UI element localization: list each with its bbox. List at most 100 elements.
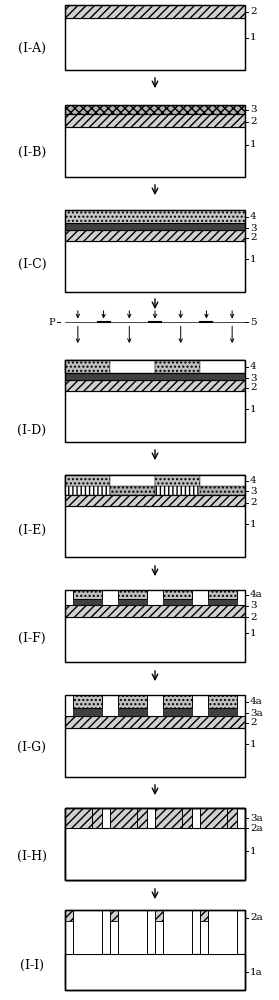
Bar <box>65 695 245 777</box>
Bar <box>65 210 245 223</box>
Bar <box>65 230 245 241</box>
Bar <box>163 695 192 708</box>
Bar <box>163 808 192 828</box>
Text: (I-G): (I-G) <box>18 740 47 754</box>
Bar <box>208 695 237 708</box>
Text: 1: 1 <box>250 847 257 856</box>
Bar <box>65 954 245 990</box>
Text: (I-F): (I-F) <box>18 632 46 645</box>
Text: (I-H): (I-H) <box>17 850 47 862</box>
Bar <box>65 223 245 230</box>
Bar <box>155 475 200 486</box>
Bar <box>155 808 182 828</box>
Bar <box>65 5 245 18</box>
Bar <box>208 808 237 828</box>
Bar <box>118 695 147 708</box>
Bar <box>65 18 245 70</box>
Text: (I-I): (I-I) <box>20 958 44 972</box>
Bar <box>118 708 147 716</box>
Bar <box>208 599 237 605</box>
Text: 2: 2 <box>250 718 257 727</box>
Bar <box>65 590 245 662</box>
Bar <box>65 105 245 177</box>
Bar <box>200 360 245 373</box>
Bar <box>65 105 245 114</box>
Text: 1: 1 <box>250 520 257 529</box>
Bar <box>208 590 237 599</box>
Bar <box>118 590 147 599</box>
Text: (I-C): (I-C) <box>18 257 46 270</box>
Text: 1: 1 <box>250 33 257 42</box>
Bar <box>65 380 245 391</box>
Bar <box>65 605 245 617</box>
Text: 3: 3 <box>250 224 257 233</box>
Bar <box>65 910 245 990</box>
Bar <box>65 360 110 373</box>
Text: 3: 3 <box>250 487 257 496</box>
Bar <box>65 617 245 662</box>
Bar <box>65 910 92 921</box>
Bar <box>163 599 192 605</box>
Text: (I-E): (I-E) <box>18 524 46 536</box>
Bar <box>163 590 192 599</box>
Bar <box>65 910 245 990</box>
Text: P: P <box>48 318 55 327</box>
Bar <box>155 910 182 954</box>
Text: 2: 2 <box>250 498 257 507</box>
Text: 4: 4 <box>250 212 257 221</box>
Text: 1: 1 <box>250 255 257 264</box>
Bar <box>65 954 245 990</box>
Bar <box>163 910 192 954</box>
Bar <box>73 590 102 599</box>
Text: 4a: 4a <box>250 590 263 599</box>
Text: 1: 1 <box>250 629 257 638</box>
Bar <box>200 910 227 921</box>
Text: 5: 5 <box>250 318 257 327</box>
Bar <box>65 114 245 127</box>
Bar <box>65 486 245 495</box>
Bar <box>65 828 245 880</box>
Bar <box>65 475 245 486</box>
Text: 3a: 3a <box>250 814 263 823</box>
Text: 3a: 3a <box>250 709 263 718</box>
Bar <box>65 828 245 880</box>
Bar <box>65 360 245 373</box>
Text: (I-A): (I-A) <box>18 41 46 54</box>
Bar <box>65 728 245 777</box>
Bar <box>65 475 110 486</box>
Text: 2: 2 <box>250 383 257 392</box>
Text: (I-B): (I-B) <box>18 145 46 158</box>
Bar <box>65 210 245 292</box>
Text: 2: 2 <box>250 7 257 16</box>
Bar <box>163 708 192 716</box>
Bar <box>73 808 102 828</box>
Bar <box>65 391 245 442</box>
Bar <box>110 910 137 954</box>
Bar <box>200 808 227 828</box>
Bar <box>65 241 245 292</box>
Text: 2: 2 <box>250 117 257 126</box>
Bar <box>73 910 102 954</box>
Text: 4: 4 <box>250 362 257 371</box>
Bar <box>73 695 102 708</box>
Text: 2: 2 <box>250 233 257 242</box>
Bar <box>65 910 92 954</box>
Text: 2a: 2a <box>250 914 263 922</box>
Bar <box>73 599 102 605</box>
Bar <box>65 373 245 380</box>
Bar <box>208 708 237 716</box>
Text: 2: 2 <box>250 613 257 622</box>
Bar <box>110 475 155 486</box>
Bar <box>65 5 245 70</box>
Text: 1a: 1a <box>250 968 263 977</box>
Bar <box>110 360 155 373</box>
Bar <box>65 808 245 880</box>
Text: 3: 3 <box>250 374 257 383</box>
Bar <box>208 910 237 954</box>
Text: 2a: 2a <box>250 824 263 833</box>
Bar <box>73 708 102 716</box>
Text: 3: 3 <box>250 601 257 610</box>
Bar <box>110 910 137 921</box>
Bar <box>118 808 147 828</box>
Bar <box>65 808 92 828</box>
